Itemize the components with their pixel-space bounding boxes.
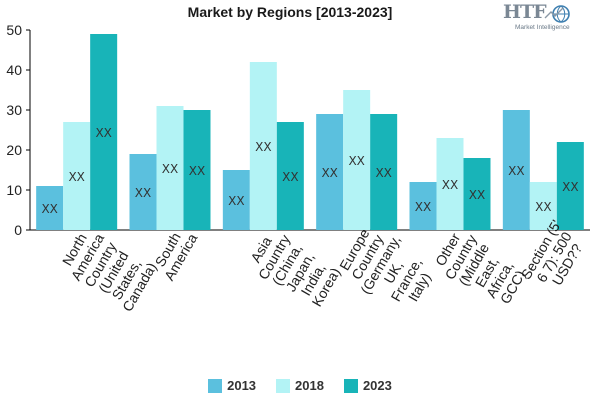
bar-data-label: XX: [282, 170, 298, 184]
bar-2023-4: [370, 114, 398, 230]
y-tick-label: 30: [6, 102, 22, 118]
globe-icon: [544, 5, 570, 23]
bar-data-label: XX: [68, 170, 84, 184]
bar-2018-2: [156, 106, 184, 230]
bar-2013-3: [222, 170, 250, 230]
bar-data-label: XX: [442, 178, 458, 192]
bar-2013-4: [316, 114, 344, 230]
bar-data-label: XX: [255, 140, 271, 154]
bar-data-label: XX: [535, 200, 551, 214]
bar-data-label: XX: [228, 194, 244, 208]
bar-data-label: XX: [95, 126, 111, 140]
bar-data-label: XX: [348, 154, 364, 168]
y-tick-label: 0: [14, 222, 22, 238]
svg-text:OtherCountry(MiddleEast,Africa: OtherCountry(MiddleEast,Africa,GCC): [428, 224, 531, 312]
bar-2018-6: [529, 182, 557, 230]
bar-data-label: XX: [162, 162, 178, 176]
y-tick-label: 40: [6, 62, 22, 78]
bar-2023-6: [556, 142, 584, 230]
bar-2013-5: [409, 182, 437, 230]
bar-data-label: XX: [508, 164, 524, 178]
bar-data-label: XX: [562, 180, 578, 194]
bar-2013-1: [36, 186, 64, 230]
bar-data-label: XX: [41, 202, 57, 216]
bar-data-label: XX: [469, 188, 485, 202]
bar-2023-3: [276, 122, 304, 230]
bar-2018-5: [436, 138, 464, 230]
logo-subtitle: Market Intelligence: [515, 24, 570, 31]
svg-text:AsiaCountry(China,Japan,India,: AsiaCountry(China,Japan,India,Korea): [242, 224, 345, 312]
logo-text: HTF: [503, 1, 547, 23]
svg-text:NorthAmericaCountry(UnitedStat: NorthAmericaCountry(UnitedStates,Canada): [54, 222, 160, 314]
legend-swatch: [276, 378, 291, 393]
bar-2013-6: [502, 110, 530, 230]
bar-2018-1: [63, 122, 91, 230]
bar-data-label: XX: [375, 166, 391, 180]
bar-2023-5: [463, 158, 491, 230]
bar-data-label: XX: [189, 164, 205, 178]
y-tick-label: 20: [6, 142, 22, 158]
bar-data-label: XX: [415, 200, 431, 214]
bar-2023-2: [183, 110, 211, 230]
legend-swatch: [208, 378, 223, 393]
legend-swatch: [343, 378, 358, 393]
legend-label: 2023: [362, 378, 392, 393]
x-category-label: NorthAmericaCountry(UnitedStates,Canada): [54, 222, 160, 315]
bar-2023-1: [90, 34, 118, 230]
bar-2013-2: [129, 154, 157, 230]
legend-label: 2013: [227, 378, 257, 393]
legend-item-2023: 2023: [343, 378, 392, 393]
x-category-label: EuropeCountry(Germany,UK,France,Italy): [331, 217, 442, 319]
y-tick-label: 10: [6, 182, 22, 198]
bar-data-label: XX: [321, 166, 337, 180]
chart-title: Market by Regions [2013-2023]: [187, 4, 393, 20]
x-category-label: AsiaCountry(China,Japan,India,Korea): [242, 224, 345, 312]
legend-label: 2018: [295, 378, 324, 393]
bar-data-label: XX: [135, 186, 151, 200]
svg-text:EuropeCountry(Germany,UK,Franc: EuropeCountry(Germany,UK,France,Italy): [331, 217, 442, 319]
y-tick-label: 50: [6, 22, 22, 38]
chart-legend: 2013 2018 2023: [0, 378, 600, 393]
bar-2018-3: [249, 62, 277, 230]
htf-logo: HTF Market Intelligence: [503, 0, 595, 36]
x-category-label: OtherCountry(MiddleEast,Africa,GCC): [428, 224, 531, 312]
legend-item-2018: 2018: [276, 378, 324, 393]
legend-item-2013: 2013: [208, 378, 256, 393]
bar-2018-4: [343, 90, 371, 230]
